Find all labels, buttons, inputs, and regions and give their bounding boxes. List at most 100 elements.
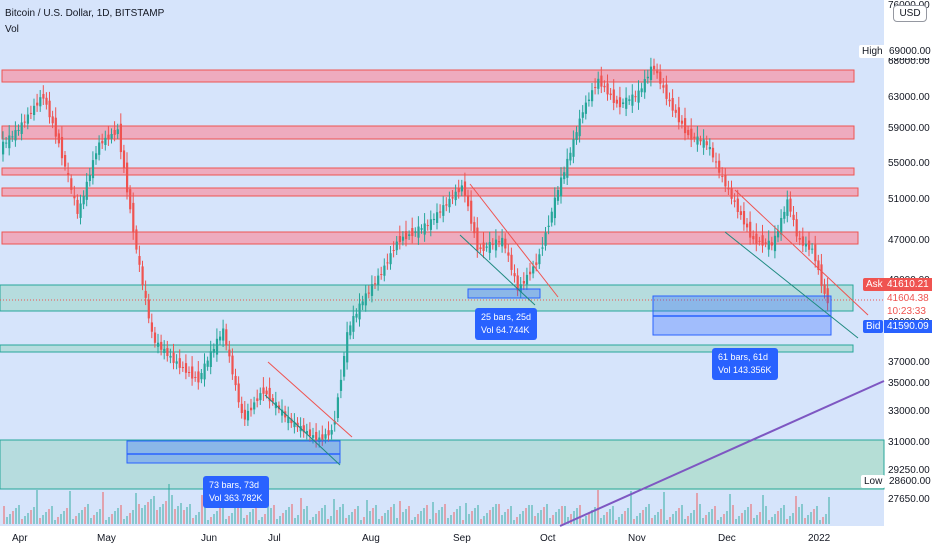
volume-bar [777, 511, 779, 524]
volume-bar [195, 515, 197, 524]
measure-box-nov-jan[interactable]: 61 bars, 61d Vol 143.356K [712, 348, 778, 380]
volume-bar [648, 504, 650, 524]
candle-body [287, 417, 290, 424]
candle-body [566, 158, 569, 178]
candle-body [786, 199, 789, 216]
volume-bar [417, 514, 419, 524]
volume-bar [351, 512, 353, 524]
candle-body [535, 262, 538, 265]
candle-body [228, 349, 231, 357]
candle-body [163, 348, 166, 353]
candle-body [181, 367, 184, 369]
volume-bar [639, 513, 641, 524]
support-zone[interactable] [0, 344, 854, 353]
volume-bar [171, 495, 173, 524]
candle-body [510, 254, 513, 270]
candle-body [476, 227, 479, 251]
channel-line[interactable] [459, 234, 536, 306]
candle-body [122, 150, 126, 169]
measure-range-may-jul[interactable] [126, 440, 341, 464]
volume-bar [129, 513, 131, 524]
volume-bar [621, 514, 623, 524]
volume-bar [111, 514, 113, 524]
candle-body [501, 237, 504, 247]
volume-bar [546, 504, 548, 524]
candle-body [240, 403, 243, 413]
volume-bar [498, 504, 500, 524]
candle-body [690, 128, 693, 140]
candle-body [250, 407, 253, 411]
candle-body [609, 93, 612, 96]
volume-bar [810, 512, 812, 524]
candle-body [665, 84, 668, 99]
candle-body [823, 284, 826, 294]
resistance-zone[interactable] [1, 187, 859, 197]
chart-title: Bitcoin / U.S. Dollar, 1D, BITSTAMP [5, 8, 165, 19]
volume-bar [378, 519, 380, 524]
volume-bar [762, 495, 764, 524]
resistance-zone[interactable] [1, 231, 859, 245]
volume-bar [489, 510, 491, 524]
candle-body [783, 211, 786, 219]
volume-bar [225, 519, 227, 524]
resistance-zone[interactable] [1, 69, 855, 83]
volume-bar [369, 511, 371, 524]
volume-bar [213, 514, 215, 524]
channel-line[interactable] [469, 183, 559, 298]
candle-body [597, 78, 600, 89]
candle-body [808, 240, 811, 250]
resistance-zone[interactable] [1, 167, 855, 176]
volume-bar [591, 510, 593, 524]
volume-bar [249, 512, 251, 524]
volume-bar [780, 508, 782, 524]
candle-body [160, 341, 163, 350]
candle-body [696, 136, 699, 145]
candle-body [222, 328, 225, 341]
time-axis-background [0, 526, 932, 550]
candle-body [575, 132, 578, 141]
volume-bar [312, 517, 314, 524]
channel-line[interactable] [267, 361, 353, 438]
candle-body [436, 212, 439, 223]
candle-body [591, 90, 594, 102]
channel-line[interactable] [724, 231, 859, 339]
candle-body [212, 349, 215, 353]
channel-line[interactable] [734, 189, 869, 316]
candle-body [572, 139, 575, 157]
chart-background [0, 0, 884, 526]
volume-bar [471, 511, 473, 524]
volume-bar [327, 519, 329, 524]
channel-line[interactable] [264, 394, 341, 466]
long-term-trendline[interactable] [559, 380, 885, 527]
candle-body [138, 256, 141, 265]
measure-box-may-jul[interactable]: 73 bars, 73d Vol 363.782K [203, 476, 269, 508]
volume-bar [450, 515, 452, 524]
volume-bar [678, 508, 680, 524]
candle-body [132, 202, 135, 233]
candle-body [482, 242, 485, 251]
volume-bar [123, 519, 125, 524]
volume-bar [438, 510, 440, 524]
candle-body [321, 434, 324, 440]
measure-range-sep[interactable] [467, 288, 541, 299]
candle-body [355, 313, 358, 318]
volume-bar [462, 520, 464, 524]
candle-body [767, 240, 770, 250]
volume-bar [288, 507, 290, 524]
volume-bar [813, 509, 815, 524]
volume-bar [6, 517, 8, 524]
support-zone[interactable] [0, 439, 885, 490]
volume-bar [204, 506, 206, 524]
candle-body [17, 129, 20, 131]
candle-body [305, 431, 308, 434]
candle-body [445, 204, 448, 206]
volume-bar [42, 515, 44, 524]
resistance-zone[interactable] [1, 125, 855, 140]
currency-button[interactable]: USD [893, 5, 927, 22]
price-axis-tick: 35000.00 [888, 378, 930, 389]
candle-body [439, 211, 442, 213]
candle-body [237, 383, 240, 403]
measure-box-sep[interactable]: 25 bars, 25d Vol 64.744K [475, 308, 538, 340]
candle-body [367, 292, 370, 294]
